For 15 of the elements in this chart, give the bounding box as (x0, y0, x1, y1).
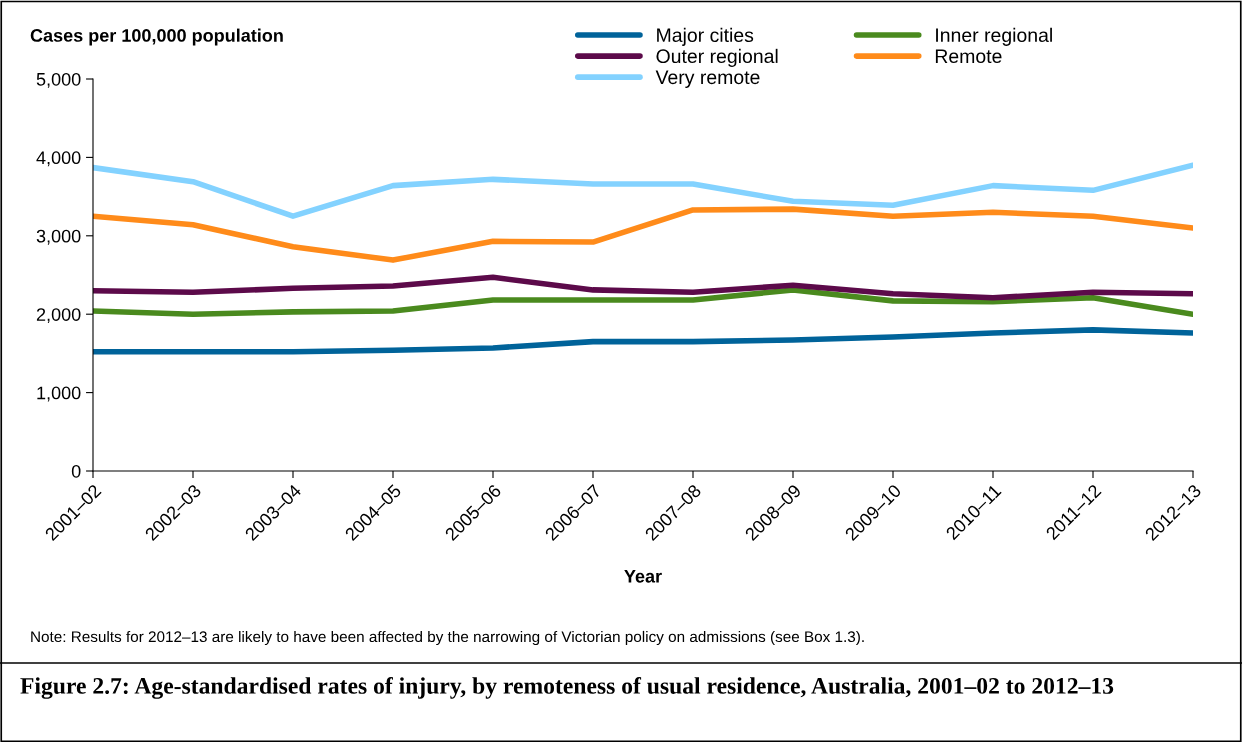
y-axis-title: Cases per 100,000 population (30, 28, 283, 46)
text: Figure 2.7: Age-standardised rates of injury, by remoteness of usual residence, Australia, 2001–02 to 2012–13 (20, 677, 1114, 699)
y-tick-label: 4,000 (36, 151, 81, 167)
y-tick-label: 3,000 (36, 229, 81, 245)
x-axis-title: Year (624, 570, 662, 583)
legend-label: Major cities (657, 27, 754, 46)
legend-label: Inner regional (936, 27, 1052, 46)
y-tick-label: 2,000 (36, 308, 81, 324)
text: Note: Results for 2012–13 are likely to have been affected by the narrowing of Victorian policy on admissions (see Box 1.3). (31, 630, 864, 646)
y-tick-label: 1,000 (37, 386, 81, 402)
legend-label: Remote (935, 49, 1002, 64)
y-tick-label: 5,000 (36, 72, 81, 88)
legend-label: Outer regional (656, 48, 778, 67)
legend-label: Very remote (655, 70, 760, 88)
y-tick-label: 0 (71, 464, 81, 478)
